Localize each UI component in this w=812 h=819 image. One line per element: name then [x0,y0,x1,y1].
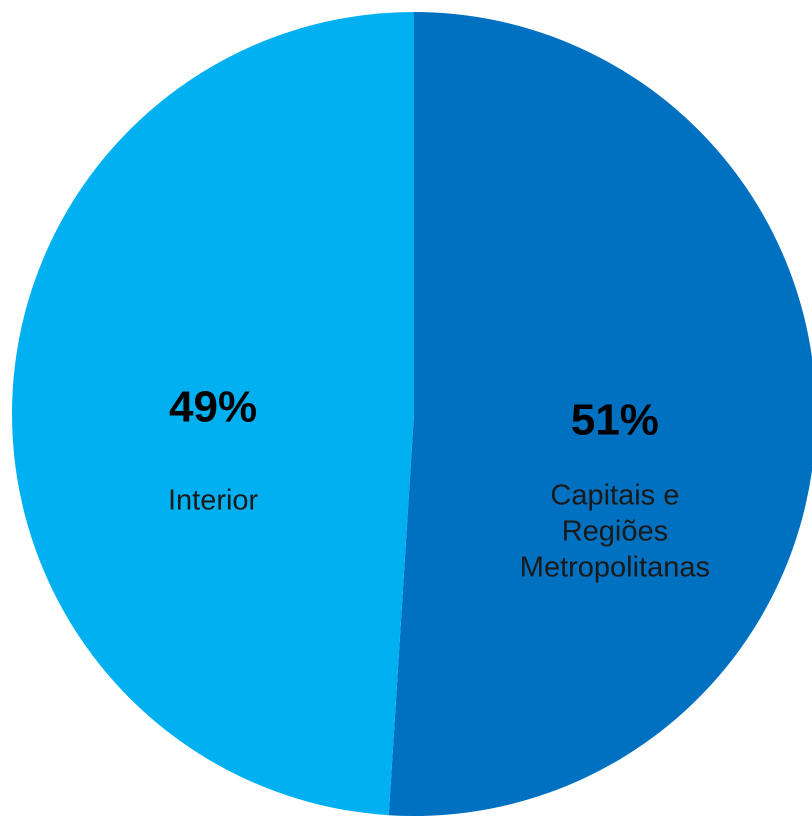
slice-category-label: Interior [168,485,259,517]
slice-category-line: Regiões [562,515,668,547]
slice-category-line: Capitais e [550,479,679,511]
slice-category-line: Interior [168,485,259,517]
slice-category-label: Capitais e Regiões Metropolitanas [520,479,710,583]
slice-percent-label: 51% [571,395,659,444]
pie-slice [12,12,415,816]
slice-category-line: Metropolitanas [520,551,710,583]
pie-slice [388,12,812,816]
slice-percent-label: 49% [169,383,257,432]
pie-labels: 51% Capitais e Regiões Metropolitanas 49% Int… [168,383,710,584]
pie-slices [12,12,812,816]
